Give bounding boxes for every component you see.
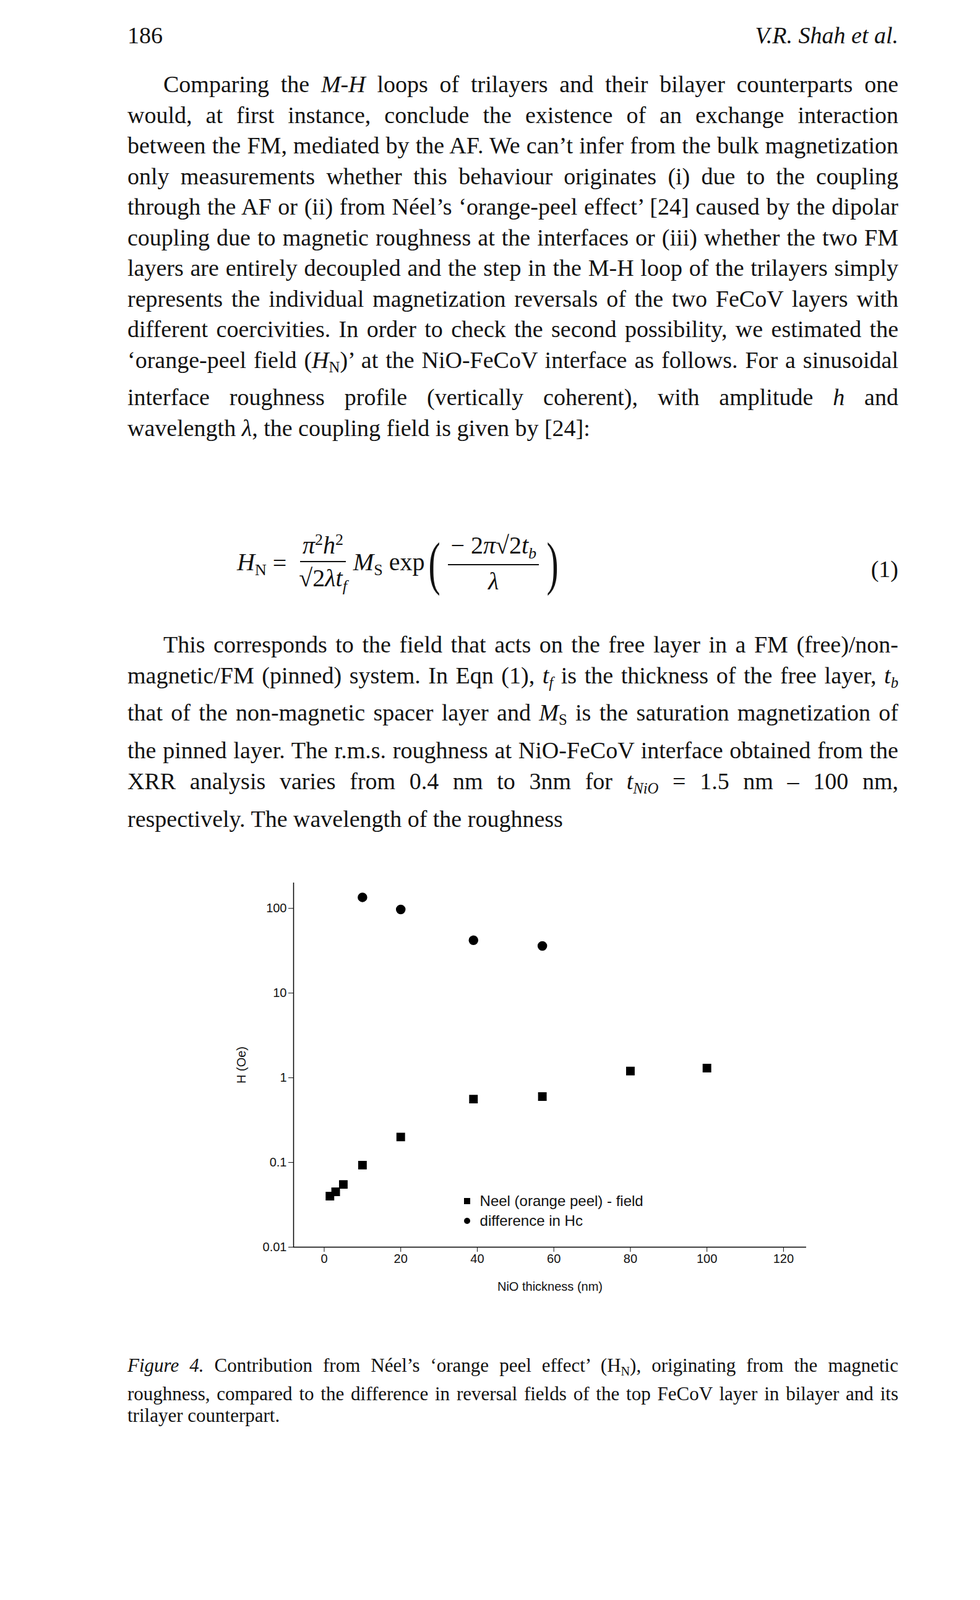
html-text:(1): (1) [870,556,899,583]
svg-text:1: 1 [279,1070,287,1085]
svg-text:40: 40 [470,1252,484,1266]
svg-text:0: 0 [320,1252,328,1266]
html-text:186: 186 [127,22,163,49]
svg-text:10: 10 [272,986,287,1000]
svg-text:0.1: 0.1 [269,1155,288,1170]
html-text:This corresponds to the field: This corresponds to the field that acts … [127,631,899,692]
svg-text:100: 100 [696,1252,718,1266]
svg-text:120: 120 [773,1252,794,1266]
html-text:π2h2: π2h2 [302,530,344,560]
svg-text:NiO thickness (nm): NiO thickness (nm) [497,1280,603,1294]
html-text:Figure 4. Contribution from Né: Figure 4. Contribution from Néel’s ‘oran… [127,1354,899,1427]
svg-text:0.01: 0.01 [262,1240,288,1255]
html-text:Comparing the M-H loops of tri: Comparing the M-H loops of trilayers and… [127,71,899,442]
svg-text:H (Oe): H (Oe) [234,1046,249,1084]
html-text:− 2 π √2 tb: − 2 π √2 tb [450,531,537,563]
html-text:MSexp: MSexp [353,547,425,579]
html-text:V.R. Shah et al.: V.R. Shah et al. [755,22,899,49]
svg-text:20: 20 [394,1252,408,1266]
html-text:HN=: HN= [236,547,293,579]
svg-text:60: 60 [546,1252,561,1266]
html-text:difference in Hc: difference in Hc [479,1212,583,1230]
html-text:Neel (orange peel) - field: Neel (orange peel) - field [479,1192,644,1210]
svg-text:80: 80 [623,1252,638,1266]
html-text:that of the non-magnetic space: that of the non-magnetic spacer layer an… [127,699,899,832]
html-text:√2 λtf: √2 λtf [298,564,348,596]
svg-text:100: 100 [266,901,287,916]
html-text:λ: λ [488,567,499,596]
